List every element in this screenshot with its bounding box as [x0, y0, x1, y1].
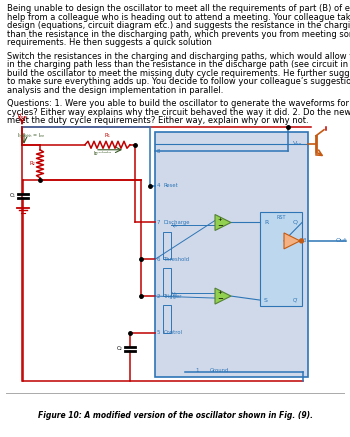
Text: 8: 8	[157, 149, 161, 154]
Text: −: −	[217, 223, 223, 229]
Text: Control: Control	[164, 330, 183, 335]
Text: RST: RST	[276, 215, 286, 221]
Text: in the charging path less than the resistance in the discharge path (see circuit: in the charging path less than the resis…	[7, 60, 350, 69]
Text: −: −	[217, 296, 223, 302]
Text: than the resistance in the discharging path, which prevents you from meeting som: than the resistance in the discharging p…	[7, 30, 350, 38]
Text: Ground: Ground	[210, 368, 229, 372]
Text: Switch the resistances in the charging and discharging paths, which would allow : Switch the resistances in the charging a…	[7, 52, 350, 61]
Text: Vⱼₕ: Vⱼₕ	[172, 291, 178, 297]
FancyBboxPatch shape	[155, 132, 308, 377]
Text: 4: 4	[157, 183, 161, 188]
Text: Trigger: Trigger	[164, 294, 182, 298]
Text: build the oscillator to meet the missing duty cycle requirements. He further sug: build the oscillator to meet the missing…	[7, 69, 350, 78]
Bar	[163, 232, 171, 259]
Text: Vₑₑ: Vₑₑ	[293, 142, 303, 146]
Text: requirements. He then suggests a quick solution: requirements. He then suggests a quick s…	[7, 38, 212, 47]
Polygon shape	[284, 233, 300, 249]
Text: Being unable to design the oscillator to meet all the requirements of part (B) o: Being unable to design the oscillator to…	[7, 4, 350, 13]
Text: C₁: C₁	[10, 193, 16, 198]
Circle shape	[300, 239, 303, 243]
Text: R: R	[264, 220, 268, 225]
Text: 7: 7	[157, 220, 161, 225]
Text: Q: Q	[293, 220, 298, 225]
Text: analysis and the design implementation in parallel.: analysis and the design implementation i…	[7, 86, 223, 95]
Text: to make sure everything adds up. You decide to follow your colleague’s suggestio: to make sure everything adds up. You dec…	[7, 77, 350, 86]
Text: Out: Out	[336, 239, 348, 243]
Text: Iₕₕₕₕₕₕ = Iₑₑ: Iₕₕₕₕₕₕ = Iₑₑ	[18, 133, 44, 138]
Text: +: +	[217, 290, 222, 295]
Text: design (equations, circuit diagram etc.) and suggests the resistance in the char: design (equations, circuit diagram etc.)…	[7, 21, 350, 30]
Text: cycles? Either way explains why the circuit behaved the way it did. 2. Do the ne: cycles? Either way explains why the circ…	[7, 108, 350, 117]
Text: Vₑₑ: Vₑₑ	[17, 113, 27, 119]
Text: 2: 2	[157, 294, 161, 298]
Polygon shape	[215, 215, 231, 230]
Text: R₂: R₂	[29, 161, 35, 166]
Bar	[163, 268, 171, 296]
Text: +: +	[217, 217, 222, 222]
Text: Figure 10: A modified version of the oscillator shown in Fig. (9).: Figure 10: A modified version of the osc…	[37, 410, 313, 420]
Text: Questions: 1. Were you able to build the oscillator to generate the waveforms fo: Questions: 1. Were you able to build the…	[7, 99, 350, 108]
Text: 1: 1	[195, 368, 198, 372]
Text: 3: 3	[302, 239, 306, 243]
Polygon shape	[215, 288, 231, 304]
Bar	[163, 305, 171, 333]
Text: Discharge: Discharge	[164, 220, 190, 225]
Text: Reset: Reset	[164, 183, 179, 188]
FancyBboxPatch shape	[260, 212, 302, 306]
Text: 5: 5	[157, 330, 161, 335]
Text: S: S	[264, 298, 268, 302]
Text: meet the duty cycle requirements? Either way, explain why or why not.: meet the duty cycle requirements? Either…	[7, 116, 309, 125]
Text: R₁: R₁	[105, 133, 111, 138]
Text: Q’: Q’	[292, 298, 298, 302]
Text: C₂: C₂	[117, 347, 123, 351]
Text: help from a colleague who is heading out to attend a meeting. Your colleague tak: help from a colleague who is heading out…	[7, 13, 350, 21]
Text: Iᴅᴵˢᶜʰᵃʳᵏᵉ: Iᴅᴵˢᶜʰᵃʳᵏᵉ	[93, 151, 111, 156]
Text: Vⱼₕ: Vⱼₕ	[172, 223, 178, 228]
Text: 6: 6	[157, 257, 161, 262]
Text: Threshold: Threshold	[164, 257, 190, 262]
